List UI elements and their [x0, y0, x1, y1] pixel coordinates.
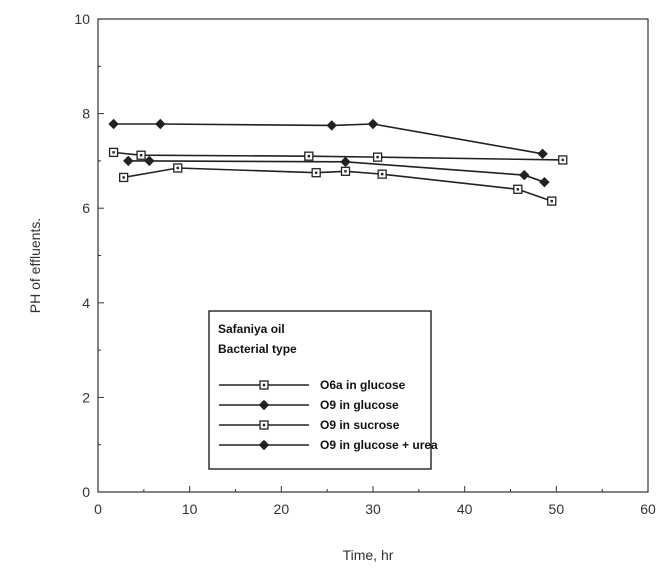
marker-center [344, 170, 347, 173]
y-tick-label: 6 [82, 200, 90, 216]
marker-center [307, 154, 311, 158]
x-tick-label: 10 [182, 501, 198, 517]
data-point [119, 172, 129, 183]
data-point [558, 155, 568, 165]
series-4 [108, 118, 548, 160]
data-point [340, 166, 351, 176]
series-line [113, 123, 543, 155]
marker-center [516, 188, 520, 191]
data-point [377, 169, 387, 179]
data-point [537, 148, 548, 160]
marker-center [262, 423, 266, 427]
data-point [340, 156, 351, 168]
y-axis-title: PH of effluents. [27, 218, 43, 313]
chart-legend: Safaniya oil Bacterial type O6a in glucose… [208, 310, 438, 470]
legend-entry-label: O9 in glucose + urea [320, 438, 438, 452]
data-point [539, 176, 550, 188]
data-point [136, 150, 146, 160]
legend-swatch-marker [258, 439, 270, 451]
legend-swatch-marker [259, 420, 269, 430]
y-tick-label: 2 [82, 389, 90, 405]
marker-center [380, 172, 384, 176]
chart-series-layer [108, 118, 568, 206]
data-point [326, 120, 337, 131]
y-tick-label: 4 [82, 295, 90, 311]
legend-title-line: Bacterial type [218, 342, 297, 356]
data-point [519, 169, 530, 181]
marker-center [314, 171, 318, 174]
x-tick-label: 40 [457, 501, 473, 517]
marker-center [262, 383, 266, 387]
data-point [372, 152, 383, 162]
marker-center [550, 199, 553, 203]
legend-swatch-marker [259, 380, 269, 390]
y-tick-label: 8 [82, 106, 90, 122]
marker-center [376, 155, 379, 159]
data-point [513, 184, 523, 194]
data-point [123, 155, 134, 167]
legend-title-line: Safaniya oil [218, 322, 285, 336]
data-point [304, 151, 314, 161]
legend-box [208, 310, 432, 470]
legend-entry-label: O6a in glucose [320, 378, 406, 392]
data-point [144, 155, 155, 167]
series-1 [119, 163, 557, 206]
legend-swatch-marker [258, 399, 270, 411]
marker-center [561, 158, 564, 162]
legend-entry-label: O9 in glucose [320, 398, 399, 412]
x-tick-label: 50 [549, 501, 565, 517]
data-point [173, 163, 183, 173]
data-point [367, 118, 379, 130]
chart-axes: 0 10 20 30 40 50 60 0 2 4 6 8 10 [74, 11, 656, 517]
x-tick-label: 30 [365, 501, 381, 517]
legend-entry-label: O9 in sucrose [320, 418, 400, 432]
y-tick-label: 10 [74, 11, 90, 27]
marker-center [122, 176, 125, 179]
x-tick-label: 20 [274, 501, 290, 517]
marker-center [112, 151, 115, 154]
x-axis-title: Time, hr [343, 547, 394, 563]
data-point [547, 196, 557, 206]
x-tick-label: 0 [94, 501, 102, 517]
marker-center [139, 154, 143, 157]
marker-center [176, 166, 179, 170]
y-tick-label: 0 [82, 484, 90, 500]
data-point [155, 118, 166, 130]
data-point [311, 168, 321, 178]
data-point [108, 147, 119, 158]
series-2 [123, 155, 550, 188]
x-tick-label: 60 [640, 501, 656, 517]
series-line [113, 151, 563, 161]
series-3 [108, 147, 568, 165]
data-point [108, 118, 119, 130]
